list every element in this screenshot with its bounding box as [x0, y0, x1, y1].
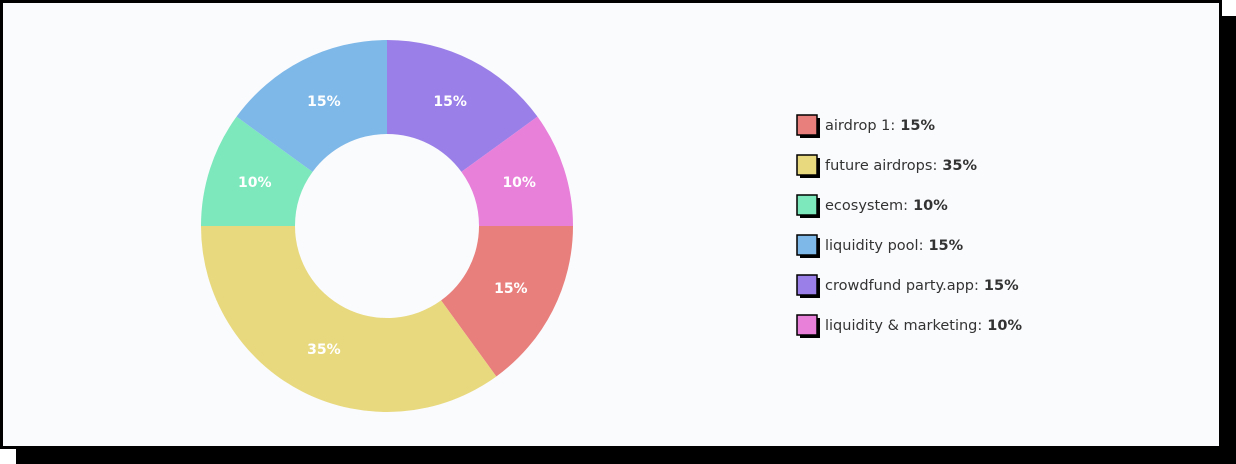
legend-entry: crowdfund party.app: 15% [825, 278, 1019, 294]
legend-entry: future airdrops: 35% [825, 158, 978, 174]
legend-name: ecosystem: [825, 198, 908, 214]
slice [201, 116, 313, 226]
slice [236, 40, 387, 172]
legend-swatch [796, 154, 818, 176]
legend-swatch [796, 314, 818, 336]
legend-value: 10% [987, 318, 1022, 334]
legend-value: 15% [984, 278, 1019, 294]
legend-swatch [796, 194, 818, 216]
slice [441, 226, 573, 377]
legend-value: 35% [942, 158, 977, 174]
legend-value: 10% [913, 198, 948, 214]
slice-label: 15% [307, 94, 341, 110]
slice-label: 15% [494, 281, 528, 297]
slice [201, 226, 497, 412]
legend-entry: liquidity pool: 15% [825, 238, 964, 254]
slice-label: 15% [433, 94, 467, 110]
legend-swatch [796, 114, 818, 136]
legend-swatch [796, 234, 818, 256]
slice-label: 10% [238, 175, 272, 191]
legend-entry: ecosystem: 10% [825, 198, 948, 214]
legend: airdrop 1: 15% future airdrops: 35% ecosyste… [796, 114, 1022, 338]
legend-name: liquidity & marketing: [825, 318, 982, 334]
donut: 15% 35% 10% 15% 15% 10% [201, 40, 573, 412]
slice-label: 10% [502, 175, 536, 191]
legend-name: airdrop 1: [825, 118, 895, 134]
slice [461, 116, 573, 226]
legend-value: 15% [928, 238, 963, 254]
slice-label: 35% [307, 342, 341, 358]
legend-name: crowdfund party.app: [825, 278, 979, 294]
legend-value: 15% [900, 118, 935, 134]
legend-name: future airdrops: [825, 158, 937, 174]
card [0, 0, 1222, 449]
legend-swatch [796, 274, 818, 296]
legend-name: liquidity pool: [825, 238, 923, 254]
legend-entry: liquidity & marketing: 10% [825, 318, 1022, 334]
slice [387, 40, 538, 172]
legend-entry: airdrop 1: 15% [825, 118, 935, 134]
